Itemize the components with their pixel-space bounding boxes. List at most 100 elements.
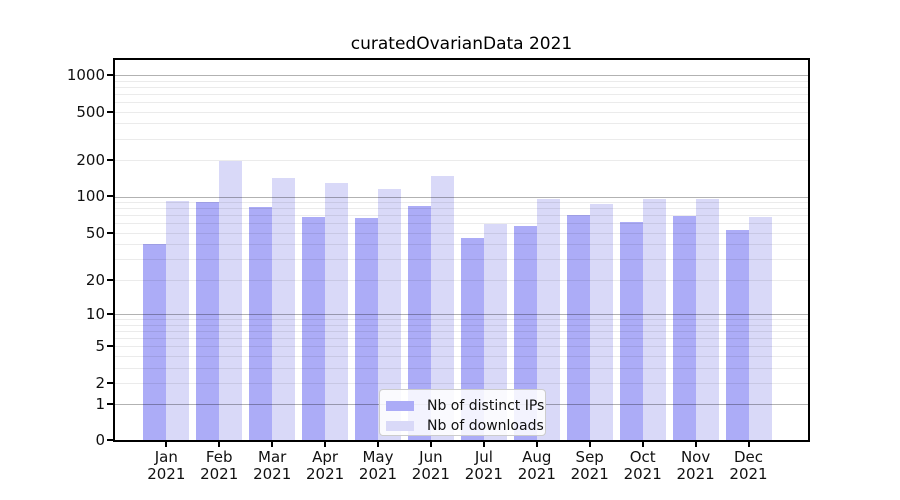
bar-distinct-ips-mar <box>249 206 273 440</box>
x-tick-label-month: Dec <box>733 448 764 466</box>
x-tick-label-month: Jun <box>419 448 443 466</box>
y-tick <box>107 403 113 405</box>
legend-swatch-distinct-ips <box>386 400 414 411</box>
x-tick-label-month: Sep <box>575 448 604 466</box>
x-tick-label: Aug 2021 <box>502 449 572 483</box>
gridline-major <box>115 74 808 76</box>
bar-distinct-ips-aug <box>513 225 537 440</box>
bar-distinct-ips-dec <box>725 229 749 440</box>
x-tick-label: Jan 2021 <box>131 449 201 483</box>
y-tick-label: 20 <box>85 271 105 289</box>
x-tick-label: Mar 2021 <box>237 449 307 483</box>
bar-downloads-jan <box>166 201 190 440</box>
x-tick-label-month: Apr <box>312 448 339 466</box>
x-tick-label-year: 2021 <box>200 465 239 483</box>
gridline-minor <box>115 223 808 225</box>
x-tick-label-year: 2021 <box>147 465 186 483</box>
x-tick-label-year: 2021 <box>570 465 609 483</box>
legend: Nb of distinct IPs Nb of downloads <box>379 389 546 436</box>
y-tick <box>107 232 113 234</box>
gridline-minor <box>115 138 808 140</box>
bar-distinct-ips-nov <box>672 215 696 440</box>
x-tick-label-year: 2021 <box>306 465 345 483</box>
x-tick-label-month: May <box>362 448 394 466</box>
gridline-major <box>115 196 808 198</box>
gridline-minor <box>115 202 808 203</box>
y-tick-label: 100 <box>76 187 105 205</box>
bar-distinct-ips-sep <box>566 215 590 440</box>
x-tick-label-year: 2021 <box>623 465 662 483</box>
gridline-minor <box>115 208 808 210</box>
x-tick-label: Jul 2021 <box>449 449 519 483</box>
gridline-minor <box>115 93 808 95</box>
y-tick <box>107 279 113 281</box>
bar-distinct-ips-feb <box>196 202 220 440</box>
legend-swatch-downloads <box>386 420 414 431</box>
gridline-major <box>115 314 808 315</box>
gridline-minor <box>115 111 808 113</box>
bar-downloads-apr <box>325 182 349 440</box>
x-tick-label-month: Mar <box>258 448 287 466</box>
bar-downloads-jul <box>483 224 507 440</box>
bar-distinct-ips-oct <box>619 221 643 440</box>
legend-item-downloads: Nb of downloads <box>386 417 544 434</box>
bar-distinct-ips-may <box>355 218 378 440</box>
gridline-minor <box>115 382 808 384</box>
gridline-minor <box>115 102 808 103</box>
gridline-minor <box>115 367 808 369</box>
x-tick <box>694 442 697 447</box>
y-tick <box>107 159 113 161</box>
x-tick-label-year: 2021 <box>729 465 768 483</box>
x-tick-label-year: 2021 <box>358 465 398 483</box>
x-tick <box>588 442 591 447</box>
x-tick <box>641 442 644 447</box>
x-tick <box>535 442 538 447</box>
legend-item-distinct-ips: Nb of distinct IPs <box>386 397 544 414</box>
y-tick-label: 1000 <box>66 66 105 84</box>
x-tick <box>324 442 327 447</box>
y-tick-label: 500 <box>76 103 105 121</box>
bar-distinct-ips-apr <box>302 217 326 440</box>
bar-downloads-aug <box>536 198 560 440</box>
y-tick-label: 50 <box>85 224 105 242</box>
y-tick-label: 5 <box>95 337 105 355</box>
bar-downloads-may <box>378 189 401 440</box>
y-tick-label: 2 <box>95 374 105 392</box>
y-tick <box>107 345 113 347</box>
x-tick-label: Oct 2021 <box>608 449 678 483</box>
bar-downloads-feb <box>219 160 243 440</box>
x-tick-label-year: 2021 <box>464 465 503 483</box>
bar-distinct-ips-jan <box>143 244 167 440</box>
x-tick <box>429 442 432 447</box>
x-tick-label: Dec 2021 <box>714 449 784 483</box>
x-tick-label: Jun 2021 <box>396 449 466 483</box>
x-tick <box>165 442 168 447</box>
gridline-minor <box>115 160 808 161</box>
x-tick <box>218 442 221 447</box>
bar-distinct-ips-jun <box>407 205 431 440</box>
plot-area <box>113 58 810 442</box>
x-tick-label-month: Jul <box>474 448 493 466</box>
gridline-minor <box>115 337 808 339</box>
x-tick-label-month: Jan <box>154 448 178 466</box>
x-tick-label-month: Oct <box>629 448 656 466</box>
y-tick-label: 0 <box>95 431 105 449</box>
gridline-minor <box>115 324 808 326</box>
x-tick-label-month: Aug <box>522 448 552 466</box>
legend-label-distinct-ips: Nb of distinct IPs <box>427 397 545 414</box>
y-tick-label: 200 <box>76 151 105 169</box>
x-tick-label: Nov 2021 <box>661 449 731 483</box>
gridline-minor <box>115 355 808 357</box>
y-tick-label: 10 <box>85 305 105 323</box>
x-tick-label-year: 2021 <box>517 465 556 483</box>
y-tick <box>107 195 113 197</box>
bar-downloads-oct <box>642 198 666 440</box>
legend-label-downloads: Nb of downloads <box>427 417 544 434</box>
x-tick-label: May 2021 <box>343 449 413 483</box>
y-tick <box>107 382 113 384</box>
gridline-minor <box>115 346 808 348</box>
gridline-minor <box>115 244 808 246</box>
x-tick-label-year: 2021 <box>411 465 450 483</box>
x-tick <box>482 442 485 447</box>
